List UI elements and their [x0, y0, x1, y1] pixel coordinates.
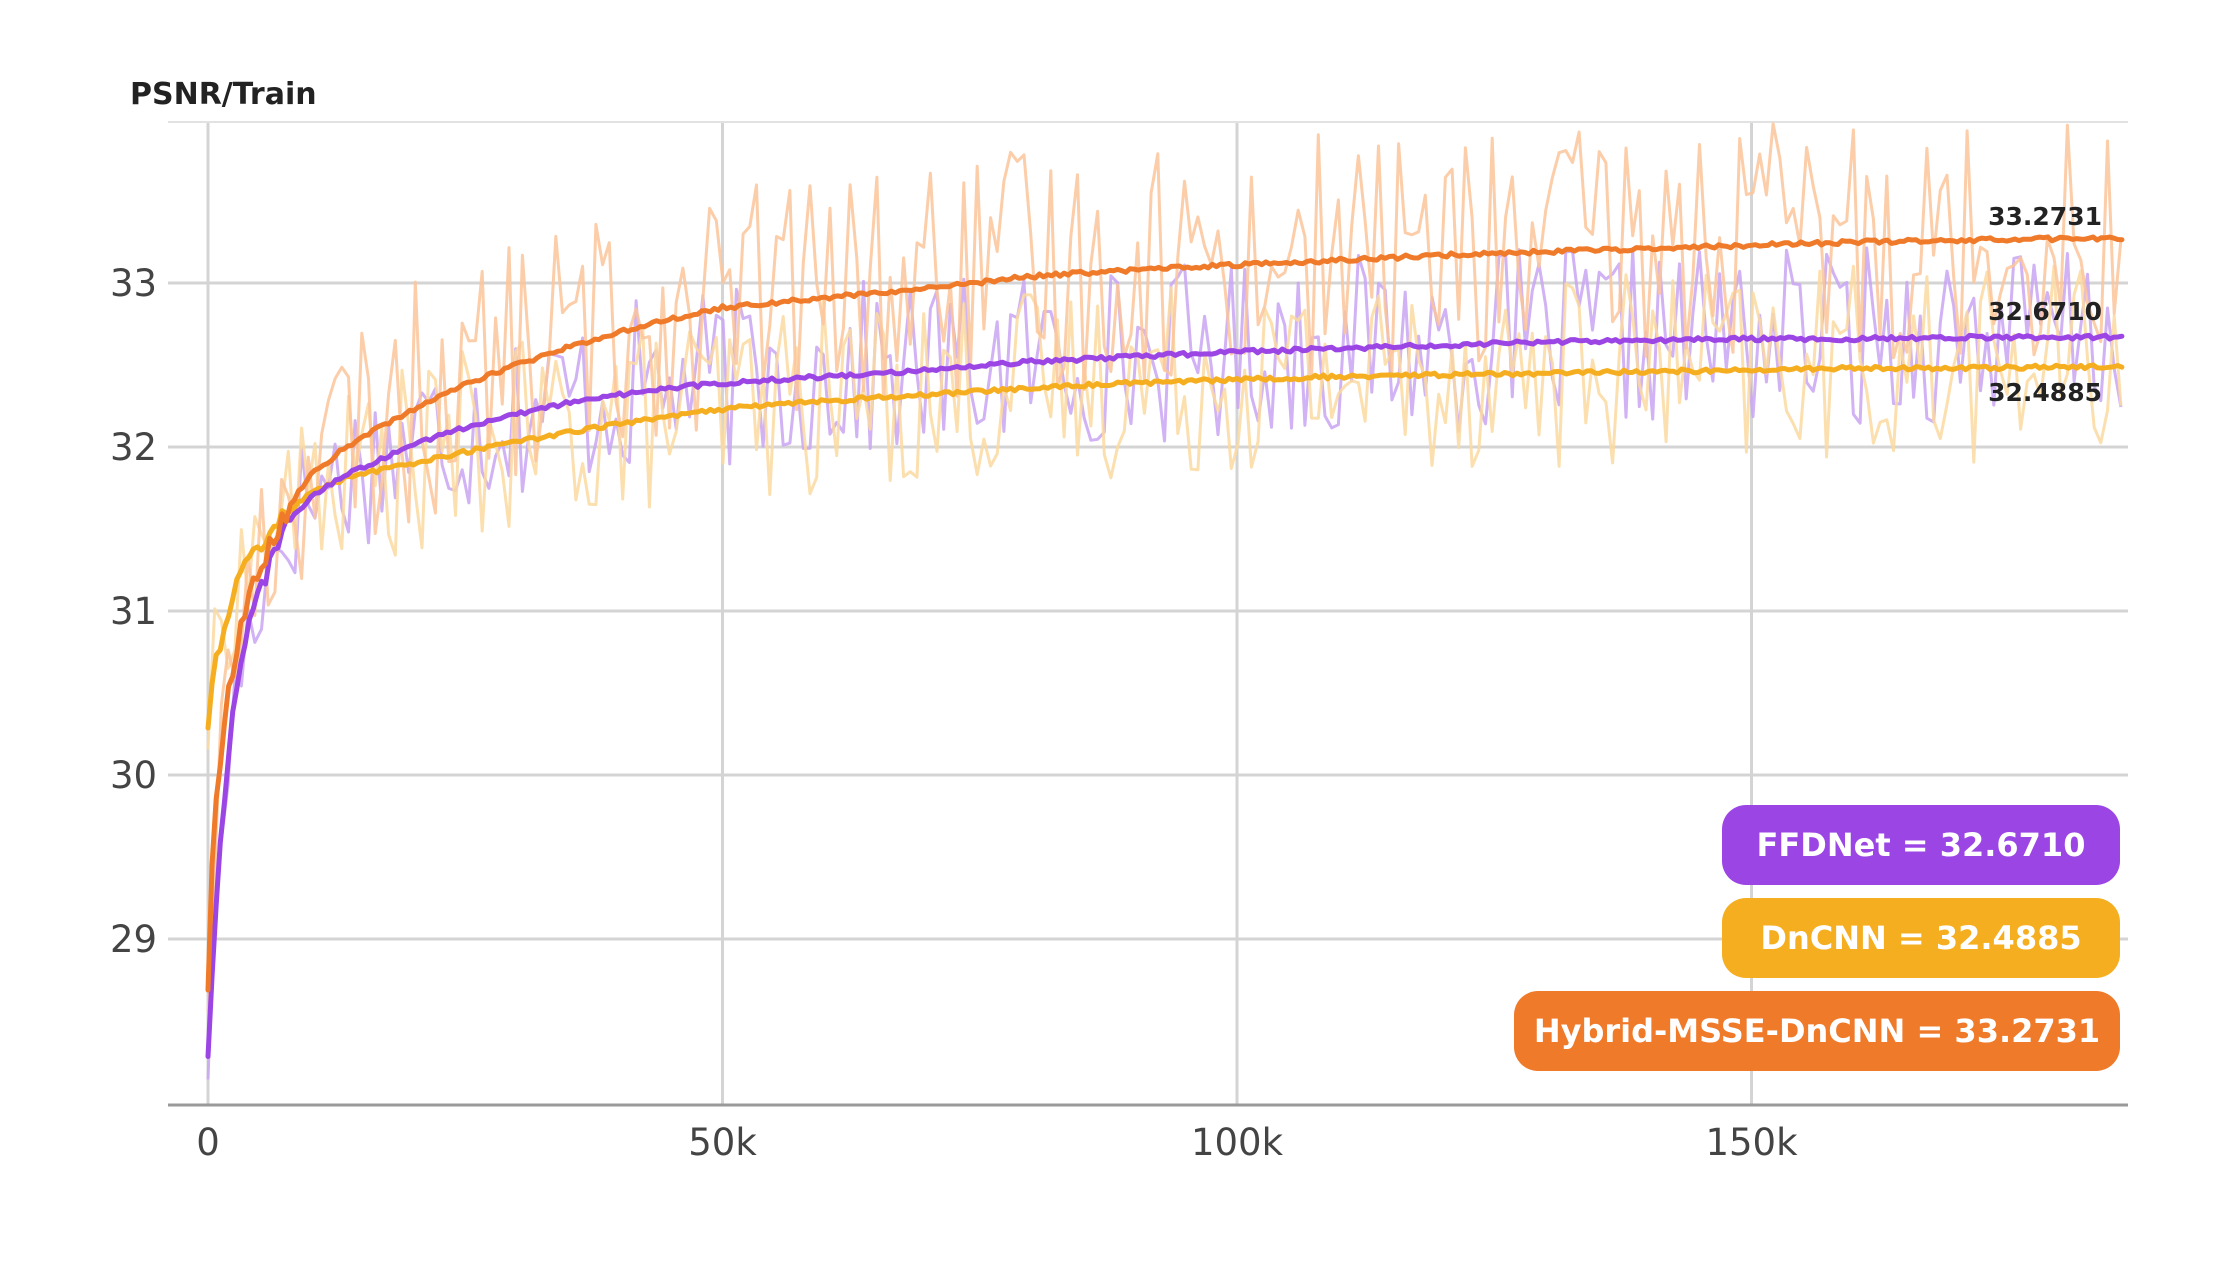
y-tick-label: 31 [110, 590, 157, 633]
raw-line-hybrid-msse-dncnn [206, 122, 2123, 1012]
y-tick-label: 33 [110, 262, 157, 305]
smoothed-series [205, 234, 2125, 1059]
x-tick-label: 0 [196, 1121, 220, 1164]
legend-label-hybrid-msse-dncnn: Hybrid-MSSE-DnCNN = 33.2731 [1534, 1012, 2100, 1050]
y-tick-label: 32 [110, 426, 157, 469]
legend-label-dncnn: DnCNN = 32.4885 [1760, 919, 2081, 957]
smooth-line-ffdnet [205, 332, 2125, 1059]
x-tick-label: 100k [1191, 1121, 1284, 1164]
legend-pill-dncnn [1722, 898, 2120, 978]
y-tick-label: 29 [110, 918, 157, 961]
legend: FFDNet = 32.6710 DnCNN = 32.4885 Hybrid-MS… [1514, 805, 2120, 1071]
y-tick-label: 30 [110, 754, 157, 797]
end-value-label-hybrid-msse-dncnn: 33.2731 [1988, 202, 2102, 231]
smooth-line-dncnn [205, 362, 2125, 731]
end-value-label-dncnn: 32.4885 [1988, 378, 2102, 407]
legend-pill-hybrid-msse-dncnn [1514, 991, 2120, 1071]
end-value-label-ffdnet: 32.6710 [1988, 297, 2102, 326]
axes: 29 30 31 32 33 0 50k 100k 150k [110, 262, 2128, 1164]
legend-label-ffdnet: FFDNet = 32.6710 [1757, 826, 2086, 864]
x-tick-label: 150k [1705, 1121, 1798, 1164]
end-value-labels: 32.6710 32.4885 33.2731 [1988, 202, 2102, 407]
chart-title: PSNR/Train [130, 77, 317, 112]
x-tick-label: 50k [688, 1121, 757, 1164]
smooth-line-hybrid-msse-dncnn [205, 234, 2125, 993]
legend-pill-ffdnet [1722, 805, 2120, 885]
raw-line-ffdnet [206, 246, 2123, 1080]
